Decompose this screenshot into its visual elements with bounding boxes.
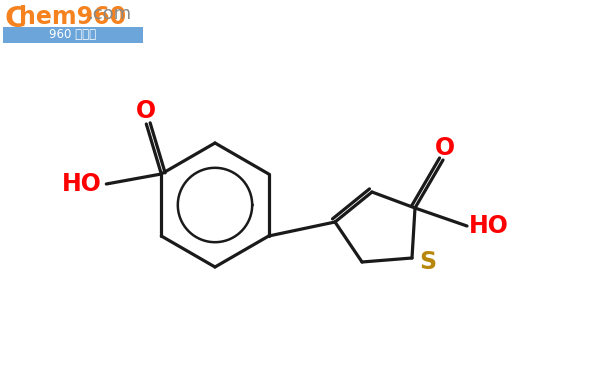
Bar [3,27,143,43]
Text: .com: .com [87,5,131,23]
Text: O: O [435,136,455,160]
Text: HO: HO [62,172,102,196]
Text: C: C [5,5,27,33]
Text: S: S [419,250,437,274]
Text: HO: HO [469,214,509,238]
Text: hem960: hem960 [19,5,126,29]
Text: 960 化工网: 960 化工网 [50,28,97,42]
Text: O: O [136,99,156,123]
